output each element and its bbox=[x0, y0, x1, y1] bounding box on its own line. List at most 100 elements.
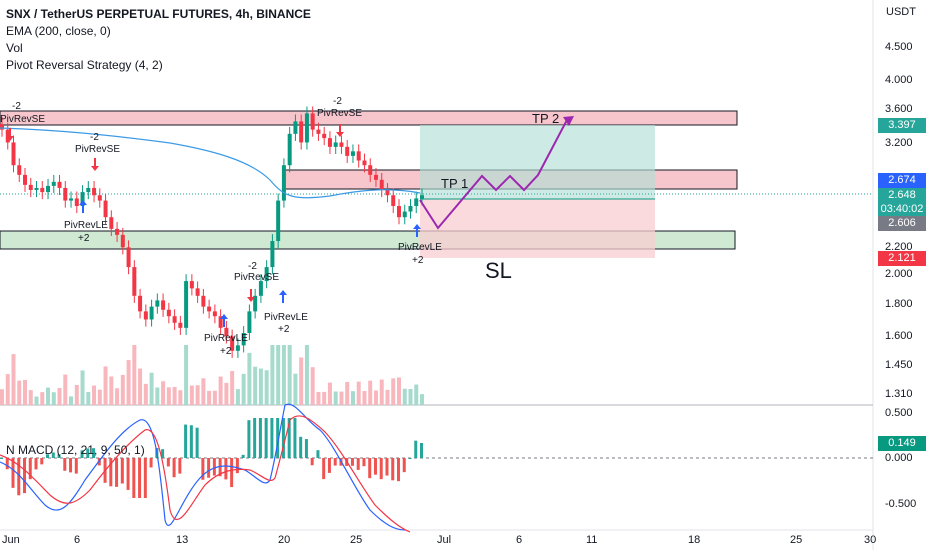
macd-histogram-bar bbox=[247, 420, 251, 458]
signal-short-1: -2 PivRevSE bbox=[0, 101, 45, 125]
candle-body bbox=[224, 327, 229, 337]
volume-bar bbox=[339, 391, 344, 405]
tp1-label: TP 1 bbox=[441, 176, 468, 191]
candle-body bbox=[391, 195, 396, 207]
macd-histogram-bar bbox=[241, 454, 245, 458]
sl-label: SL bbox=[485, 258, 512, 283]
volume-bar bbox=[28, 390, 33, 405]
indicator-ema[interactable]: EMA (200, close, 0) bbox=[6, 24, 111, 38]
candle-body bbox=[184, 281, 189, 328]
signal-label: PivRevSE bbox=[75, 144, 120, 155]
volume-bar bbox=[270, 345, 275, 405]
volume-bar bbox=[138, 368, 143, 405]
candle-body bbox=[69, 198, 74, 201]
volume-bar bbox=[63, 374, 68, 405]
candle-body bbox=[287, 133, 292, 166]
volume-bar bbox=[51, 392, 56, 405]
tp-price-tag: 3.397 bbox=[878, 118, 926, 133]
candle-body bbox=[155, 300, 160, 307]
long-arrow bbox=[220, 314, 228, 327]
indicator-volume[interactable]: Vol bbox=[6, 41, 23, 55]
macd-histogram-bar bbox=[189, 425, 193, 458]
macd-histogram-bar bbox=[350, 458, 354, 466]
candle-body bbox=[327, 138, 332, 147]
candle-body bbox=[264, 267, 269, 282]
currency-label: USDT bbox=[886, 6, 916, 18]
volume-bar bbox=[304, 345, 309, 405]
candle-body bbox=[126, 247, 131, 268]
price-axis[interactable]: 4.500 4.000 3.600 3.200 2.200 2.000 1.80… bbox=[873, 0, 932, 405]
macd-signal-line bbox=[0, 415, 411, 533]
indicator-pivot-strategy[interactable]: Pivot Reversal Strategy (4, 2) bbox=[6, 58, 163, 72]
macd-histogram-bar bbox=[69, 458, 73, 473]
volume-bar bbox=[333, 391, 338, 405]
candle-body bbox=[420, 195, 424, 199]
candle-body bbox=[40, 187, 45, 193]
candle-body bbox=[356, 151, 361, 161]
time-tick: 13 bbox=[176, 534, 189, 546]
candle-body bbox=[316, 129, 321, 134]
signal-arrows bbox=[6, 124, 421, 327]
volume-bar bbox=[23, 379, 28, 405]
volume-bar bbox=[172, 387, 177, 405]
macd-histogram-bar bbox=[51, 452, 55, 458]
volume-bar bbox=[322, 391, 327, 405]
candle-body bbox=[218, 316, 223, 328]
candle-body bbox=[103, 200, 108, 218]
volume-bar bbox=[34, 396, 39, 405]
candle-body bbox=[161, 300, 166, 310]
candle-body bbox=[235, 345, 240, 351]
volume-bar bbox=[350, 391, 355, 405]
macd-histogram-bar bbox=[212, 458, 216, 476]
candle-body bbox=[80, 192, 85, 207]
macd-histogram-bar bbox=[230, 458, 234, 488]
candle-body bbox=[276, 200, 281, 242]
macd-histogram-bar bbox=[40, 458, 44, 465]
macd-histogram-bar bbox=[34, 458, 38, 470]
volume-bar bbox=[379, 379, 384, 405]
macd-histogram-bar bbox=[316, 450, 320, 458]
macd-histogram-bar bbox=[368, 458, 372, 479]
volume-bar bbox=[11, 354, 16, 405]
volume-bar bbox=[327, 382, 332, 405]
macd-label[interactable]: N MACD (12, 21, 9, 50, 1) bbox=[6, 443, 145, 457]
macd-tick: 0.000 bbox=[885, 452, 913, 464]
candle-body bbox=[109, 217, 114, 229]
macd-histogram-bar bbox=[218, 458, 222, 477]
long-arrow bbox=[79, 200, 87, 213]
signal-qty: -2 bbox=[90, 132, 99, 143]
signal-short-3: -2 PivRevSE bbox=[317, 96, 362, 119]
candle-body bbox=[322, 133, 327, 139]
candle-body bbox=[230, 336, 235, 351]
macd-histogram-bar bbox=[92, 448, 96, 458]
time-axis[interactable]: Jun 6 13 20 25 Jul 6 11 18 25 30 bbox=[0, 530, 877, 550]
short-arrow bbox=[6, 128, 14, 141]
time-tick: 30 bbox=[864, 534, 877, 546]
macd-histogram-bar bbox=[207, 458, 211, 478]
macd-histogram-bar bbox=[420, 443, 423, 458]
sl-price-tag: 2.121 bbox=[878, 251, 926, 266]
long-arrow bbox=[279, 290, 287, 303]
macd-histogram-bar bbox=[132, 458, 136, 498]
candle-body bbox=[23, 174, 28, 185]
candle-body bbox=[149, 306, 154, 320]
signal-label: PivRevLE bbox=[398, 242, 442, 253]
candle-body bbox=[46, 185, 51, 193]
macd-histogram-bar bbox=[396, 458, 400, 482]
volume-bar bbox=[373, 390, 378, 405]
price-tick: 1.600 bbox=[885, 330, 913, 342]
signal-qty: -2 bbox=[12, 101, 21, 112]
candle-body bbox=[253, 295, 258, 312]
macd-histogram-bar bbox=[11, 458, 15, 488]
volume-bar bbox=[120, 374, 125, 405]
macd-axis[interactable]: 0.500 0.000 -0.500 bbox=[873, 405, 932, 530]
volume-bar bbox=[287, 345, 292, 405]
projected-path bbox=[419, 117, 569, 230]
macd-histogram-bar bbox=[373, 458, 377, 475]
macd-histogram-bar bbox=[109, 458, 113, 487]
volume-bar bbox=[74, 384, 79, 405]
ema-price-tag: 2.674 bbox=[878, 173, 926, 188]
candle-body bbox=[63, 187, 68, 201]
price-tick: 2.000 bbox=[885, 268, 913, 280]
volume-bar bbox=[253, 366, 258, 405]
